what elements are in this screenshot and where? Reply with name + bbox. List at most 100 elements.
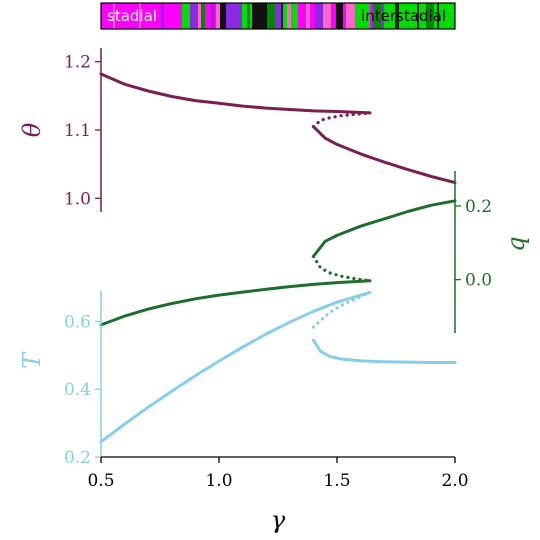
T-tick-label-2: 0.6	[64, 312, 91, 332]
strip-band-65	[408, 3, 412, 29]
strip-band-48	[331, 3, 336, 29]
strip-band-52	[349, 3, 355, 29]
gamma-axis-title: γ	[271, 506, 286, 534]
strip-band-75	[451, 3, 455, 29]
strip-band-1	[106, 3, 108, 29]
strip-band-37	[267, 3, 275, 29]
strip-band-40	[283, 3, 287, 29]
strip-band-72	[439, 3, 441, 29]
strip-band-58	[381, 3, 384, 29]
strip-band-5	[119, 3, 126, 29]
strip-band-47	[323, 3, 331, 29]
strip-band-12	[143, 3, 151, 29]
x-tick-label-0: 0.5	[87, 471, 114, 491]
theta-tick-label-1: 1.1	[64, 121, 91, 141]
strip-band-14	[155, 3, 161, 29]
T-axis-title: T	[18, 351, 46, 369]
strip-band-39	[281, 3, 283, 29]
x-axis: 0.5 1.0 1.5 2.0	[87, 456, 469, 491]
strip-band-10	[139, 3, 141, 29]
strip-band-32	[242, 3, 247, 29]
strip-band-26	[214, 3, 216, 29]
strip-band-46	[315, 3, 323, 29]
strip-band-68	[419, 3, 426, 29]
strip-band-0	[101, 3, 106, 29]
theta-tick-label-2: 1.2	[64, 53, 91, 73]
strip-band-64	[402, 3, 408, 29]
strip-band-59	[384, 3, 386, 29]
strip-band-73	[441, 3, 445, 29]
strip-label-interstadial: interstadial	[361, 7, 446, 25]
regime-color-strip	[100, 2, 456, 30]
strip-band-49	[336, 3, 343, 29]
strip-band-15	[161, 3, 164, 29]
theta-branch-0-solid	[99, 72, 372, 115]
strip-band-8	[131, 3, 134, 29]
strip-band-4	[115, 3, 119, 29]
strip-band-20	[182, 3, 190, 29]
T-branch-1-dotted	[311, 290, 372, 329]
x-tick-label-3: 2.0	[441, 471, 468, 491]
strip-band-11	[141, 3, 143, 29]
T-tick-label-1: 0.4	[64, 380, 91, 400]
x-tick-label-2: 1.5	[323, 471, 350, 491]
strip-band-45	[310, 3, 315, 29]
q-branch-0-solid	[99, 279, 372, 327]
strip-band-31	[235, 3, 242, 29]
strip-band-57	[374, 3, 381, 29]
strip-band-13	[151, 3, 155, 29]
theta-branch-1-dotted	[311, 111, 372, 129]
strip-band-60	[386, 3, 391, 29]
strip-label-stadial: stadial	[107, 7, 157, 25]
strip-border	[100, 2, 456, 30]
strip-band-38	[275, 3, 281, 29]
strip-band-3	[113, 3, 115, 29]
strip-band-24	[205, 3, 211, 29]
strip-band-34	[250, 3, 252, 29]
strip-band-36	[259, 3, 267, 29]
strip-band-61	[391, 3, 395, 29]
theta-tick-label-0: 1.0	[64, 189, 91, 209]
strip-band-74	[445, 3, 451, 29]
strip-band-67	[417, 3, 419, 29]
q-tick-label-0: 0.0	[465, 271, 492, 291]
strip-band-56	[372, 3, 374, 29]
x-tick-label-1: 1.0	[205, 471, 232, 491]
strip-band-35	[252, 3, 259, 29]
strip-band-28	[220, 3, 226, 29]
strip-band-53	[355, 3, 363, 29]
strip-band-33	[247, 3, 250, 29]
strip-band-42	[291, 3, 298, 29]
strip-band-69	[426, 3, 434, 29]
q-branch-1-dotted	[311, 254, 372, 283]
q-branch-2-solid	[311, 199, 457, 258]
strip-band-29	[226, 3, 230, 29]
strip-band-71	[437, 3, 439, 29]
strip-band-6	[126, 3, 128, 29]
q-panel: 0.0 0.2	[99, 171, 492, 333]
theta-panel: 1.0 1.1 1.2	[64, 48, 457, 212]
strip-band-9	[134, 3, 139, 29]
theta-axis-title: θ	[18, 122, 46, 137]
strip-band-23	[201, 3, 205, 29]
strip-band-30	[230, 3, 235, 29]
strip-band-66	[412, 3, 417, 29]
strip-band-21	[190, 3, 198, 29]
strip-band-19	[178, 3, 182, 29]
strip-band-18	[171, 3, 178, 29]
strip-band-51	[346, 3, 349, 29]
strip-band-70	[434, 3, 437, 29]
T-panel: 0.2 0.4 0.6	[64, 290, 457, 468]
strip-band-7	[128, 3, 131, 29]
strip-band-62	[395, 3, 399, 29]
strip-band-44	[306, 3, 310, 29]
strip-band-16	[164, 3, 167, 29]
strip-band-55	[370, 3, 372, 29]
strip-band-22	[198, 3, 201, 29]
q-axis-title: q	[502, 236, 530, 251]
strip-band-17	[167, 3, 171, 29]
strip-band-43	[298, 3, 306, 29]
T-tick-label-0: 0.2	[64, 448, 91, 468]
T-branch-0-solid	[99, 290, 372, 444]
